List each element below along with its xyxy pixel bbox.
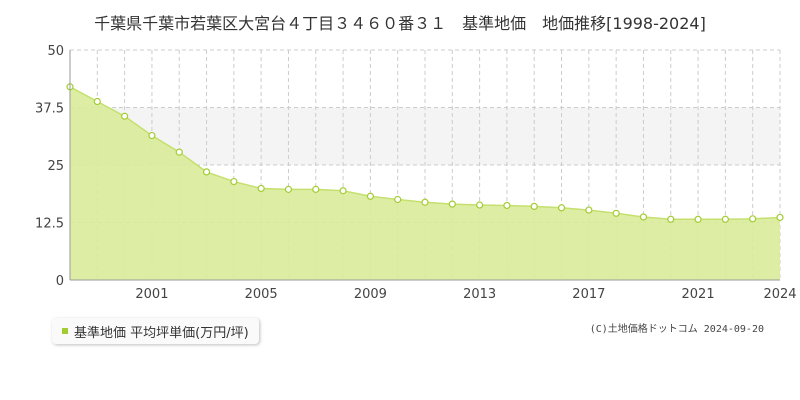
- x-tick-label: 2017: [572, 287, 605, 302]
- data-point: [776, 213, 784, 222]
- data-point: [257, 184, 265, 193]
- data-point: [557, 204, 566, 212]
- data-point: [721, 215, 729, 223]
- y-tick-label: 37.5: [35, 102, 64, 117]
- data-point: [148, 131, 156, 140]
- data-point: [476, 201, 484, 209]
- data-point: [612, 209, 620, 217]
- y-tick-label: 12.5: [35, 217, 64, 232]
- y-tick-labels: 0 12.5 25 37.5 50: [35, 44, 64, 289]
- data-point: [230, 177, 238, 186]
- data-point: [503, 201, 511, 210]
- data-point: [421, 198, 429, 206]
- data-point: [312, 185, 320, 193]
- series-area: [70, 86, 780, 280]
- credit-text: (C)土地価格ドットコム 2024-09-20: [589, 324, 764, 335]
- data-point: [448, 200, 456, 208]
- x-tick-label: 2013: [463, 287, 496, 302]
- x-tick-labels: 2001 2005 2009 2013 2017 2021 2024: [135, 287, 796, 302]
- x-tick-label: 2001: [135, 287, 168, 302]
- data-point: [202, 168, 211, 176]
- x-tick-label: 2024: [763, 287, 796, 302]
- data-point: [530, 202, 538, 210]
- data-point: [121, 112, 129, 120]
- x-tick-label: 2005: [245, 287, 278, 302]
- data-point: [93, 97, 101, 106]
- data-point: [175, 148, 183, 156]
- data-point: [667, 215, 675, 223]
- legend: 基準地価 平均坪単価(万円/坪): [52, 318, 259, 344]
- x-tick-label: 2021: [682, 287, 715, 302]
- y-tick-label: 25: [47, 159, 64, 174]
- data-point: [394, 195, 402, 204]
- legend-swatch: [62, 328, 68, 334]
- chart-title: 千葉県千葉市若葉区大宮台４丁目３４６０番３１ 基準地価 地価推移[1998-20…: [94, 14, 706, 33]
- data-point: [749, 215, 757, 223]
- x-tick-label: 2009: [354, 287, 387, 302]
- legend-label: 基準地価 平均坪単価(万円/坪): [74, 325, 249, 341]
- data-point: [585, 206, 593, 214]
- data-point: [366, 192, 374, 200]
- data-point: [639, 213, 648, 221]
- y-tick-label: 50: [47, 44, 64, 59]
- y-tick-label: 0: [56, 274, 64, 289]
- data-point: [694, 215, 702, 223]
- data-point: [339, 187, 347, 195]
- series-markers: [66, 83, 784, 223]
- data-point: [284, 185, 293, 193]
